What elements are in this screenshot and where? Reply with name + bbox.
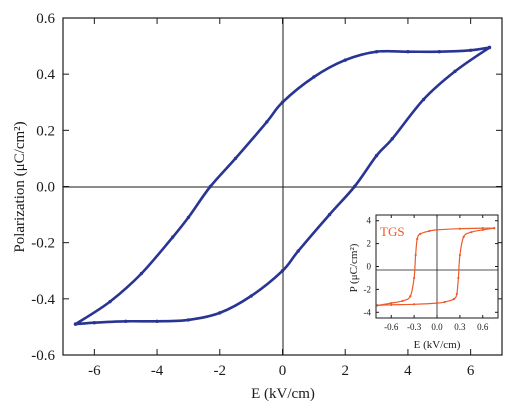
main-data-point	[296, 249, 300, 253]
main-data-point	[487, 45, 492, 50]
main-series-line-descending	[75, 46, 491, 326]
main-data-point	[233, 156, 238, 161]
inset-data-point	[401, 299, 404, 302]
main-data-point	[139, 271, 144, 276]
main-data-point	[406, 50, 410, 54]
main-data-point	[186, 318, 191, 322]
main-data-point	[265, 120, 269, 124]
inset-background	[370, 215, 498, 318]
main-data-point	[208, 184, 213, 189]
inset-y-tick-label: 2	[367, 239, 372, 249]
inset-x-tick-label: -0.6	[384, 322, 399, 332]
main-y-tick-label: -0.2	[31, 236, 55, 252]
inset-data-point	[428, 229, 431, 233]
inset-data-point	[390, 302, 393, 305]
main-x-tick-label: 6	[467, 363, 475, 379]
inset-data-point	[413, 276, 416, 280]
inset-data-point	[481, 228, 484, 231]
main-data-point	[343, 58, 347, 62]
inset-x-tick-label: 0.3	[454, 322, 466, 332]
main-data-point	[280, 100, 285, 104]
inset-series-group	[376, 227, 496, 307]
main-data-point	[108, 299, 112, 304]
main-data-point	[421, 97, 426, 102]
main-data-point	[374, 153, 379, 158]
inset-data-point	[376, 304, 379, 307]
inset-y-axis-title: P (μC/cm²)	[348, 243, 360, 292]
main-y-tick-label: 0.4	[36, 67, 55, 83]
main-data-point	[390, 137, 394, 141]
main-data-point	[374, 50, 379, 54]
inset-y-tick-label: -2	[364, 284, 372, 294]
main-series-group	[73, 45, 492, 326]
inset-data-point	[414, 253, 417, 257]
main-data-point	[437, 50, 441, 54]
main-x-tick-label: 2	[341, 363, 349, 379]
inset-data-point	[455, 292, 458, 296]
inset-data-point	[481, 227, 484, 230]
main-x-tick-label: -2	[214, 363, 227, 379]
inset-data-point	[390, 303, 393, 306]
main-data-point	[218, 311, 222, 315]
inset-x-tick-label: -0.3	[407, 322, 422, 332]
main-y-tick-label: 0.0	[36, 180, 55, 196]
main-data-point	[73, 322, 78, 326]
inset-data-point	[443, 300, 446, 304]
main-y-tick-label: -0.6	[31, 348, 55, 364]
main-data-point	[327, 212, 332, 217]
inset-data-point	[413, 303, 416, 306]
inset-data-point	[435, 302, 439, 305]
main-x-tick-label: -4	[151, 363, 164, 379]
inset-x-tick-label: 0.0	[431, 322, 443, 332]
main-data-point	[249, 294, 253, 298]
main-data-point	[186, 215, 191, 220]
inset-y-tick-label: -4	[364, 307, 372, 317]
inset-data-point	[457, 276, 460, 280]
inset-data-point	[416, 237, 419, 241]
inset-y-tick-label: 4	[367, 216, 372, 226]
inset-data-point	[435, 228, 439, 231]
inset-data-point	[493, 227, 496, 230]
inset-data-point	[470, 231, 473, 234]
main-x-tick-label: 0	[279, 363, 287, 379]
main-series-line-ascending	[74, 46, 490, 326]
main-data-point	[155, 319, 159, 323]
inset-data-point	[452, 298, 455, 301]
main-x-tick-label: 4	[404, 363, 412, 379]
main-data-point	[468, 48, 473, 52]
main-y-tick-label: -0.4	[31, 292, 55, 308]
inset-x-axis-title: E (kV/cm)	[414, 339, 461, 351]
main-ticks: -6 -4 -2 0 2 4 6 -0.6 -0.4 -0.2 0.0 0.2 0.4 0.6	[31, 11, 502, 379]
main-data-point	[280, 269, 285, 273]
main-x-tick-label: -6	[88, 363, 101, 379]
main-data-point	[171, 235, 175, 239]
inset-data-point	[458, 227, 461, 230]
inset-x-tick-label: 0.6	[477, 322, 489, 332]
main-y-axis-title: Polarization (μC/cm²)	[12, 121, 28, 252]
inset-ticks: -0.6 -0.3 0.0 0.3 0.6 -4 -2 0 2 4	[364, 215, 498, 332]
main-x-axis-title: E (kV/cm)	[251, 386, 315, 402]
inset-y-tick-label: 0	[367, 262, 372, 272]
main-data-point	[124, 319, 128, 323]
main-data-point	[453, 69, 457, 74]
inset-data-point	[409, 295, 412, 298]
inset-data-point	[458, 253, 461, 257]
main-data-point	[92, 321, 97, 325]
inset-data-point	[419, 232, 422, 235]
inset-data-point	[462, 235, 465, 238]
main-y-tick-label: 0.6	[36, 11, 55, 27]
main-data-point	[352, 184, 357, 189]
main-data-point	[312, 75, 316, 79]
main-y-tick-label: 0.2	[36, 123, 55, 139]
inset-series-label: TGS	[380, 224, 405, 239]
